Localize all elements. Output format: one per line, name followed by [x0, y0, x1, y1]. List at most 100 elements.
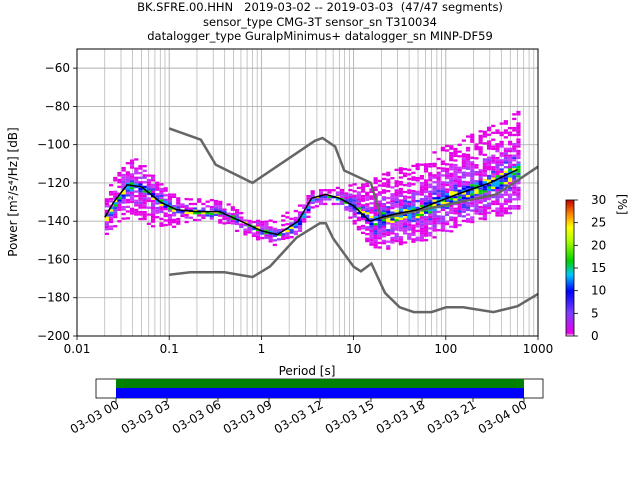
- density-cell: [377, 246, 382, 249]
- density-cell: [482, 153, 487, 156]
- density-cell: [243, 223, 248, 227]
- density-cell: [134, 208, 139, 212]
- density-cell: [129, 173, 135, 176]
- density-cell: [457, 224, 462, 227]
- density-cell: [104, 225, 109, 229]
- density-cell: [486, 145, 492, 148]
- density-cell: [159, 187, 164, 191]
- density-cell: [453, 170, 458, 174]
- density-cell: [465, 181, 471, 184]
- density-cell: [260, 236, 265, 240]
- density-cell: [150, 213, 156, 216]
- density-cell: [146, 222, 151, 225]
- density-cell: [150, 225, 156, 228]
- density-cell: [512, 191, 517, 194]
- density-cell: [398, 201, 403, 204]
- series-line-mean: [104, 168, 518, 236]
- density-cell: [352, 183, 357, 186]
- density-cell: [470, 161, 475, 164]
- density-cell: [474, 182, 479, 185]
- density-cell: [386, 245, 391, 248]
- density-cell: [108, 213, 114, 217]
- density-cell: [344, 196, 349, 200]
- density-cell: [184, 211, 189, 215]
- title-line-2: sensor_type CMG-3T sensor_sn T310034: [203, 14, 437, 29]
- density-cell: [171, 211, 177, 215]
- density-cell: [255, 228, 261, 232]
- density-cell: [470, 204, 475, 208]
- density-cell: [381, 221, 387, 224]
- density-cell: [390, 211, 395, 214]
- density-cell: [134, 169, 139, 173]
- density-cell: [289, 222, 294, 225]
- density-cell: [264, 227, 269, 230]
- density-cell: [184, 197, 189, 201]
- density-cell: [318, 200, 324, 203]
- density-cell: [394, 191, 399, 194]
- density-cell: [402, 229, 408, 233]
- density-cell: [411, 219, 416, 223]
- density-cell: [503, 131, 508, 134]
- density-cell: [482, 142, 487, 145]
- density-cell: [365, 205, 370, 208]
- density-cell: [440, 169, 445, 172]
- density-cell: [352, 219, 357, 223]
- density-cell: [411, 212, 416, 216]
- density-cell: [268, 235, 273, 238]
- density-cell: [377, 200, 382, 203]
- density-cell: [428, 190, 433, 193]
- density-cell: [499, 179, 504, 183]
- density-cell: [432, 174, 437, 177]
- density-cell: [281, 214, 286, 218]
- density-cell: [436, 194, 441, 197]
- density-cell: [503, 159, 508, 162]
- density-cell: [512, 168, 517, 171]
- y-tick-label: −140: [37, 214, 70, 228]
- density-cell: [381, 209, 387, 213]
- density-cell: [482, 211, 487, 214]
- density-cell: [352, 208, 357, 211]
- density-cell: [495, 143, 500, 146]
- density-cell: [247, 226, 252, 229]
- density-cell: [348, 200, 353, 203]
- density-cell: [365, 193, 370, 197]
- density-cell: [419, 188, 424, 192]
- density-cell: [352, 215, 357, 218]
- density-cell: [365, 184, 370, 188]
- density-cell: [268, 240, 273, 243]
- density-cell: [184, 214, 189, 217]
- density-cell: [268, 226, 273, 229]
- density-cell: [243, 233, 248, 236]
- density-cell: [276, 231, 282, 234]
- density-cell: [503, 177, 508, 180]
- density-cell: [310, 199, 315, 202]
- density-cell: [356, 205, 361, 208]
- title-line-1: BK.SFRE.00.HHN 2019-03-02 -- 2019-03-03 …: [137, 0, 503, 14]
- density-cell: [394, 226, 399, 229]
- density-cell: [138, 206, 143, 209]
- density-cell: [453, 163, 458, 167]
- density-cell: [474, 200, 479, 204]
- density-cell: [146, 179, 151, 182]
- density-cell: [134, 204, 139, 207]
- density-cell: [360, 197, 366, 200]
- density-cell: [138, 204, 143, 207]
- density-cell: [499, 145, 504, 148]
- density-cell: [423, 170, 429, 173]
- density-cell: [260, 220, 265, 224]
- density-cell: [432, 197, 437, 200]
- density-cell: [390, 200, 395, 203]
- density-cell: [419, 220, 424, 224]
- density-cell: [129, 191, 135, 194]
- colorbar-tick-label: 25: [591, 216, 606, 230]
- density-cell: [503, 166, 508, 169]
- density-cell: [428, 202, 433, 205]
- density-cell: [428, 199, 433, 203]
- density-cell: [499, 186, 504, 190]
- density-cell: [512, 188, 517, 192]
- density-cell: [432, 229, 437, 232]
- density-cell: [470, 184, 475, 187]
- density-cell: [436, 201, 441, 204]
- density-cell: [512, 172, 517, 176]
- density-cell: [453, 198, 458, 201]
